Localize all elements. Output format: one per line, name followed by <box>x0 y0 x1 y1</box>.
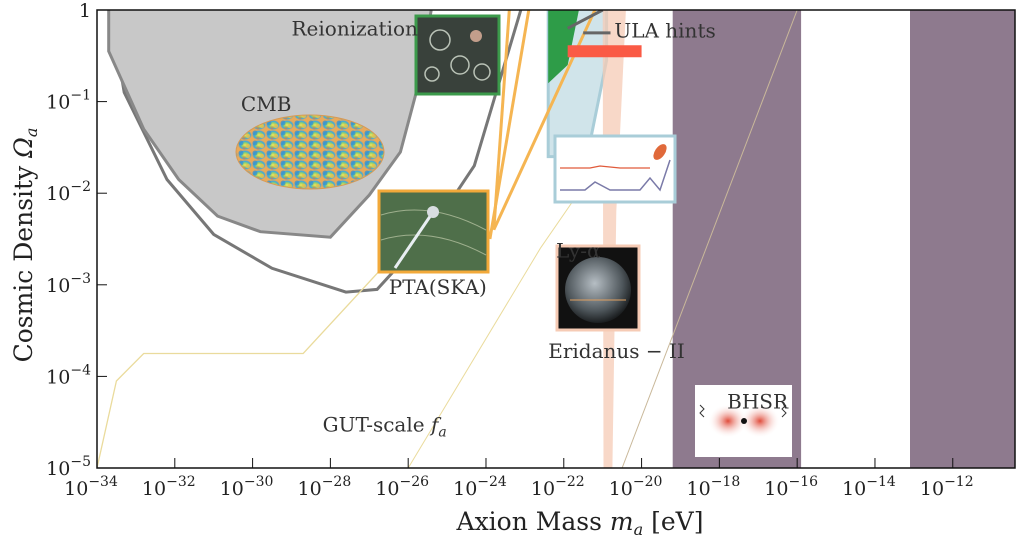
x-tick-label: 10−26 <box>375 474 429 500</box>
y-tick-label: 10−5 <box>46 454 91 480</box>
x-tick-label: 10−24 <box>453 474 507 500</box>
x-tick-label: 10−34 <box>64 474 118 500</box>
x-tick-label: 10−30 <box>220 474 274 500</box>
region-reion_green <box>548 10 579 84</box>
line-diag_brown <box>621 10 798 468</box>
y-axis-title: Cosmic Density Ωa <box>9 128 41 363</box>
reionization-simulation-image <box>414 14 501 96</box>
x-tick-label: 10−32 <box>142 474 196 500</box>
annotation-label: BHSR <box>727 389 789 413</box>
plot-frame <box>96 9 1016 469</box>
annotation-label: PTA(SKA) <box>389 275 487 299</box>
region-labels: Reionization ULA hints CMB Ly-α PTA(SKA) Erid… <box>241 17 789 441</box>
x-tick-label: 10−16 <box>764 474 818 500</box>
x-axis-title: Axion Mass ma [eV] <box>456 507 704 537</box>
annotation-label: GUT-scale fa <box>323 412 447 440</box>
annotation-label: Ly-α <box>556 238 601 262</box>
y-tick-label: 1 <box>79 0 91 22</box>
ly-alpha-spectrum-image <box>553 134 677 204</box>
x-tick-label: 10−12 <box>920 474 974 500</box>
annotation-label: Reionization <box>291 17 418 41</box>
pta-gravitational-wave-image <box>377 189 490 274</box>
x-tick-label: 10−22 <box>531 474 585 500</box>
y-tick-label: 10−3 <box>46 271 91 297</box>
region-eridanus <box>602 10 626 468</box>
y-tick-label: 10−4 <box>46 362 91 388</box>
y-tick-label: 10−1 <box>46 88 91 114</box>
annotation-label: Eridanus − II <box>548 339 685 363</box>
annotation-label: CMB <box>241 92 291 116</box>
eridanus-sphere-image <box>555 244 641 332</box>
line-reion_box <box>567 10 604 30</box>
cmb-sky-map-image <box>235 114 385 190</box>
x-tick-label: 10−18 <box>687 474 741 500</box>
region-bhsr_2 <box>910 10 1015 468</box>
bhsr-superradiance-image <box>695 385 792 457</box>
region-bhsr_1 <box>672 10 802 468</box>
x-tick-label: 10−14 <box>842 474 896 500</box>
annotation-label: ULA hints <box>614 18 715 42</box>
line-pta_box <box>488 10 531 240</box>
y-tick-label: 10−2 <box>46 179 91 205</box>
x-tick-label: 10−28 <box>298 474 352 500</box>
plot-area <box>97 10 1015 468</box>
axis-ticks: 10−34 10−32 10−30 10−28 10−26 10−24 10−22 10−20… <box>46 0 973 500</box>
x-tick-label: 10−20 <box>609 474 663 500</box>
